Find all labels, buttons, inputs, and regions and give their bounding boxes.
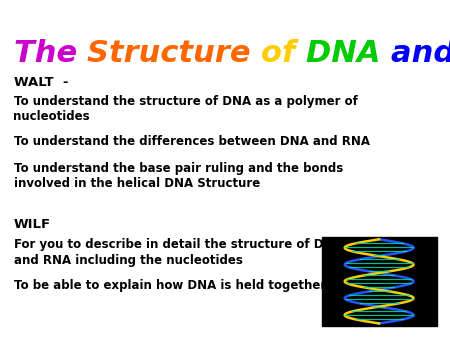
Text: WILF: WILF — [14, 218, 50, 231]
Text: and: and — [392, 39, 450, 68]
Text: The: The — [14, 39, 87, 68]
Text: To understand the differences between DNA and RNA: To understand the differences between DN… — [14, 135, 369, 148]
Text: DNA: DNA — [306, 39, 392, 68]
Text: For you to describe in detail the structure of DNA
and RNA including the nucleot: For you to describe in detail the struct… — [14, 238, 342, 267]
Text: Structure: Structure — [87, 39, 261, 68]
Text: To understand the base pair ruling and the bonds
involved in the helical DNA Str: To understand the base pair ruling and t… — [14, 162, 343, 190]
Text: To understand the structure of DNA as a polymer of
nucleotides: To understand the structure of DNA as a … — [14, 95, 357, 123]
FancyBboxPatch shape — [322, 237, 436, 326]
Text: To be able to explain how DNA is held together: To be able to explain how DNA is held to… — [14, 279, 326, 292]
Text: WALT  -: WALT - — [14, 76, 68, 89]
Text: of: of — [261, 39, 306, 68]
